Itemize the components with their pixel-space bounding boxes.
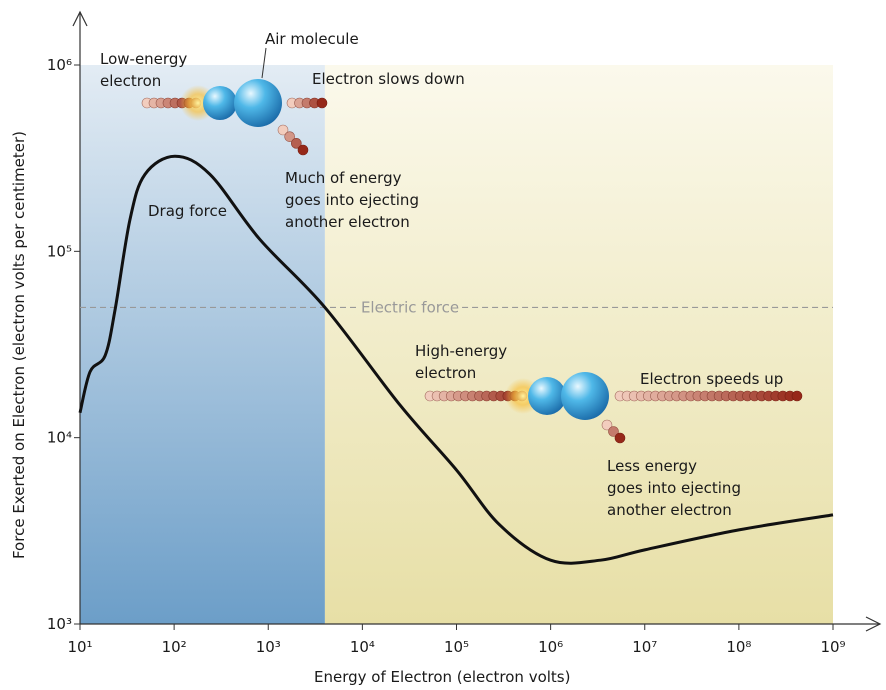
annotation: Less energy	[607, 457, 697, 475]
annotation: Electron slows down	[312, 70, 465, 88]
annotation: Electron speeds up	[640, 370, 783, 388]
y-tick-label: 10⁵	[47, 242, 72, 260]
electron-bead	[277, 124, 289, 136]
annotation: goes into ejecting	[607, 479, 741, 497]
y-axis-arrow	[72, 10, 88, 27]
x-axis-title: Energy of Electron (electron volts)	[314, 668, 570, 686]
region	[324, 65, 833, 624]
series-label: Drag force	[148, 202, 227, 220]
x-tick-label: 10⁸	[726, 638, 751, 656]
x-tick-label: 10⁹	[820, 638, 845, 656]
x-tick-label: 10²	[162, 638, 187, 656]
y-tick-label: 10⁶	[47, 56, 72, 74]
pointer	[261, 47, 267, 79]
electron-bead	[297, 144, 309, 156]
y-tick-label: 10⁴	[47, 429, 72, 447]
x-axis-arrow	[865, 616, 882, 632]
axes: 10¹ 10² 10³ 10⁴ 10⁵ 10⁶ 10⁷ 10⁸ 10⁹ 10³ 10⁴ 10⁵ 10⁶	[47, 10, 882, 656]
x-tick-label: 10³	[256, 638, 281, 656]
x-tick-label: 10⁶	[538, 638, 563, 656]
annotation: Much of energy	[285, 169, 402, 187]
annotation: High-energy	[415, 342, 507, 360]
annotation: electron	[100, 72, 161, 90]
background	[80, 65, 833, 624]
annotation: goes into ejecting	[285, 191, 419, 209]
electron-bead	[601, 419, 613, 431]
annotation: Low-energy	[100, 50, 187, 68]
plot: Electric force	[78, 154, 834, 565]
electron-bead	[284, 131, 295, 142]
annotation: another electron	[607, 501, 732, 519]
y-axis-title: Force Exerted on Electron (electron volt…	[10, 131, 28, 559]
annotation: another electron	[285, 213, 410, 231]
annotation: electron	[415, 364, 476, 382]
electron-bead	[291, 138, 302, 149]
x-tick-label: 10⁷	[632, 638, 657, 656]
atom	[561, 372, 609, 420]
x-tick-label: 10⁵	[444, 638, 469, 656]
electric-force-label: Electric force	[361, 298, 459, 316]
electron-bead	[608, 426, 619, 437]
electron-bead	[316, 97, 328, 109]
atom	[203, 86, 237, 120]
electron-bead	[791, 390, 803, 402]
atom	[234, 79, 282, 127]
annotation: Air molecule	[265, 30, 359, 48]
x-tick-label: 10¹	[67, 638, 92, 656]
illustrations	[141, 47, 803, 444]
region	[80, 65, 325, 624]
y-tick-label: 10³	[47, 615, 72, 633]
atom	[528, 377, 566, 415]
curve	[78, 154, 834, 565]
annotations: Drag force Low-energy electron Air molecule…	[100, 30, 783, 519]
x-tick-label: 10⁴	[350, 638, 375, 656]
electron-bead	[614, 432, 626, 444]
